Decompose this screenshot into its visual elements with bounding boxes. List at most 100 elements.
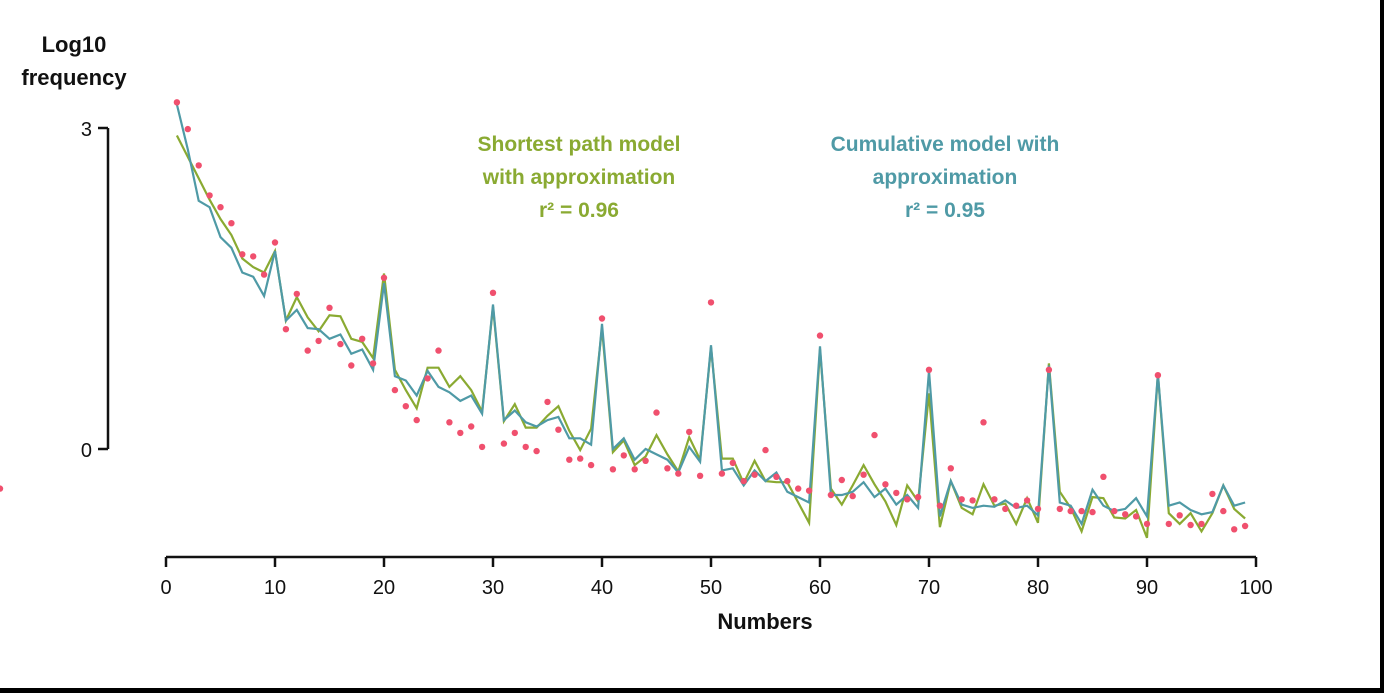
- observed-point-65: [871, 431, 878, 439]
- observed-point-20: [380, 274, 388, 281]
- observed-point-76: [991, 496, 998, 503]
- x-tick-label-0: 0: [160, 577, 171, 599]
- observed-point-19: [369, 360, 377, 367]
- observed-point-21: [391, 386, 399, 394]
- x-tick-label-100: 100: [1239, 577, 1272, 599]
- observed-point-86: [1100, 473, 1107, 480]
- observed-point-4: [206, 192, 213, 199]
- observed-point-12: [293, 290, 300, 298]
- observed-point-9: [260, 271, 268, 278]
- observed-point-23: [413, 416, 420, 424]
- observed-point-75: [980, 419, 987, 426]
- annotation-cumulative: Cumulative model with approximation r² =…: [831, 133, 1060, 222]
- observed-point-51: [718, 470, 726, 477]
- observed-point-42: [620, 452, 627, 459]
- axes: 0 10 20 30 40 50 60 70 80 90 100 0 3: [81, 119, 1273, 599]
- observed-point-56: [773, 473, 780, 480]
- observed-point-54: [751, 471, 758, 478]
- observed-point-1: [173, 99, 181, 106]
- observed-point-93: [1176, 512, 1183, 519]
- observed-point-70: [925, 366, 933, 373]
- observed-point-95: [1198, 520, 1205, 528]
- observed-point-49: [696, 472, 704, 479]
- observed-point-63: [849, 492, 856, 500]
- observed-point-48: [686, 428, 693, 436]
- annotation-shortest-line2: with approximation: [482, 166, 676, 189]
- observed-point-15: [326, 304, 333, 311]
- observed-point-28: [468, 423, 475, 430]
- observed-point-91: [1154, 372, 1162, 379]
- observed-point-26: [446, 419, 453, 426]
- x-axis-label: Numbers: [717, 609, 812, 634]
- observed-point-94: [1187, 521, 1194, 529]
- y-axis-label-line1: Log10: [42, 32, 107, 57]
- annotation-cumulative-r2: r² = 0.95: [905, 199, 985, 222]
- observed-point-13: [304, 347, 311, 354]
- observed-point-58: [795, 485, 802, 492]
- observed-point-8: [250, 253, 257, 260]
- observed-point-46: [664, 465, 671, 472]
- observed-point-72: [947, 465, 954, 472]
- observed-point-17: [348, 362, 355, 369]
- observed-point-89: [1132, 513, 1140, 520]
- observed-point-73: [958, 496, 965, 503]
- observed-point-3: [195, 162, 202, 169]
- x-tick-label-90: 90: [1136, 577, 1158, 599]
- observed-point-5: [217, 204, 224, 211]
- y-tick-label-0: 0: [81, 440, 92, 462]
- observed-point-79: [1023, 497, 1031, 504]
- observed-point-33: [522, 443, 529, 451]
- y-axis-label-line2: frequency: [21, 65, 127, 90]
- observed-point-35: [544, 398, 551, 406]
- observed-point-96: [1209, 490, 1216, 498]
- observed-point-6: [228, 220, 235, 227]
- observed-point-37: [566, 456, 573, 463]
- observed-point-22: [402, 403, 409, 410]
- observed-point-52: [729, 459, 736, 467]
- observed-point-87: [1111, 507, 1118, 515]
- observed-point-83: [1067, 507, 1074, 515]
- y-tick-label-3: 3: [81, 119, 92, 141]
- x-tick-label-10: 10: [264, 577, 286, 599]
- x-tick-label-70: 70: [918, 577, 940, 599]
- observed-point-69: [914, 493, 922, 501]
- observed-point-18: [359, 335, 366, 342]
- observed-point-2: [184, 125, 191, 133]
- observed-point-40: [598, 315, 606, 322]
- observed-point-85: [1089, 508, 1096, 516]
- observed-point-50: [707, 299, 715, 306]
- observed-point-67: [893, 489, 900, 497]
- observed-point-77: [1002, 505, 1009, 513]
- observed-point-39: [587, 461, 595, 469]
- annotation-shortest-path: Shortest path model with approximation r…: [477, 133, 680, 222]
- annotation-cumulative-line1: Cumulative model with: [831, 133, 1060, 156]
- observed-point-88: [1122, 511, 1129, 518]
- observed-point-11: [282, 326, 290, 333]
- observed-point-97: [1220, 507, 1227, 515]
- observed-point-59: [805, 487, 813, 494]
- observed-point-90: [1143, 520, 1151, 528]
- observed-point-82: [1056, 505, 1064, 513]
- observed-point-61: [827, 491, 835, 499]
- observed-point-27: [457, 429, 464, 437]
- observed-point-84: [1078, 507, 1085, 515]
- observed-point-47: [675, 470, 682, 477]
- x-tick-label-50: 50: [700, 577, 722, 599]
- observed-point-57: [784, 477, 791, 485]
- observed-point-31: [500, 440, 508, 447]
- observed-point-60: [816, 332, 824, 339]
- observed-point-24: [424, 375, 431, 382]
- observed-point-29: [478, 443, 486, 451]
- observed-point-32: [511, 429, 518, 437]
- observed-point-53: [740, 477, 747, 485]
- observed-point-80: [1034, 505, 1042, 513]
- observed-point-66: [882, 481, 889, 488]
- observed-point-43: [631, 466, 638, 473]
- observed-point-99: [1241, 522, 1249, 530]
- observed-point-74: [969, 497, 976, 504]
- observed-point-25: [435, 347, 442, 354]
- observed-point-45: [653, 409, 660, 416]
- x-tick-label-30: 30: [482, 577, 504, 599]
- observed-point-41: [609, 466, 617, 473]
